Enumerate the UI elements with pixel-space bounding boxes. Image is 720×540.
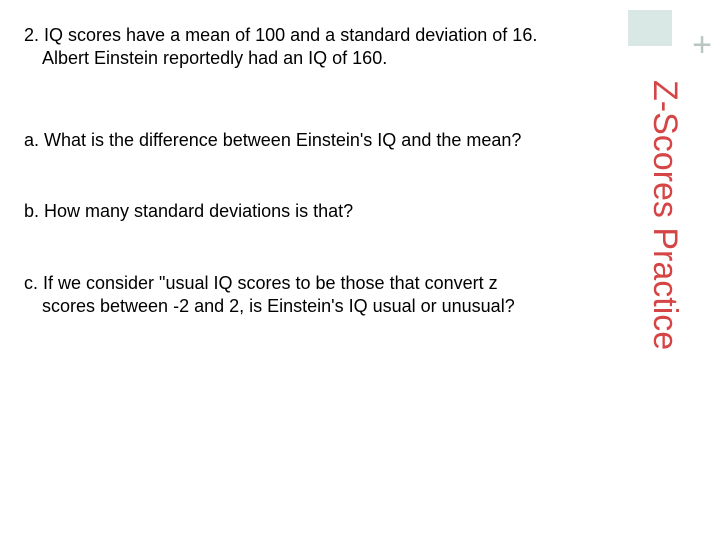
- plus-icon: +: [692, 28, 712, 62]
- question-line2: Albert Einstein reportedly had an IQ of …: [24, 47, 624, 70]
- part-c: c. If we consider "usual IQ scores to be…: [24, 272, 624, 319]
- part-c-line1: c. If we consider "usual IQ scores to be…: [24, 273, 498, 293]
- part-b: b. How many standard deviations is that?: [24, 200, 624, 223]
- part-a: a. What is the difference between Einste…: [24, 129, 624, 152]
- question-stem: 2. IQ scores have a mean of 100 and a st…: [24, 24, 624, 71]
- slide-title-vertical: Z-Scores Practice: [645, 80, 684, 350]
- question-line1: 2. IQ scores have a mean of 100 and a st…: [24, 25, 537, 45]
- part-c-line2: scores between -2 and 2, is Einstein's I…: [24, 295, 624, 318]
- corner-accent-box: [628, 10, 672, 46]
- slide-content: 2. IQ scores have a mean of 100 and a st…: [24, 24, 624, 366]
